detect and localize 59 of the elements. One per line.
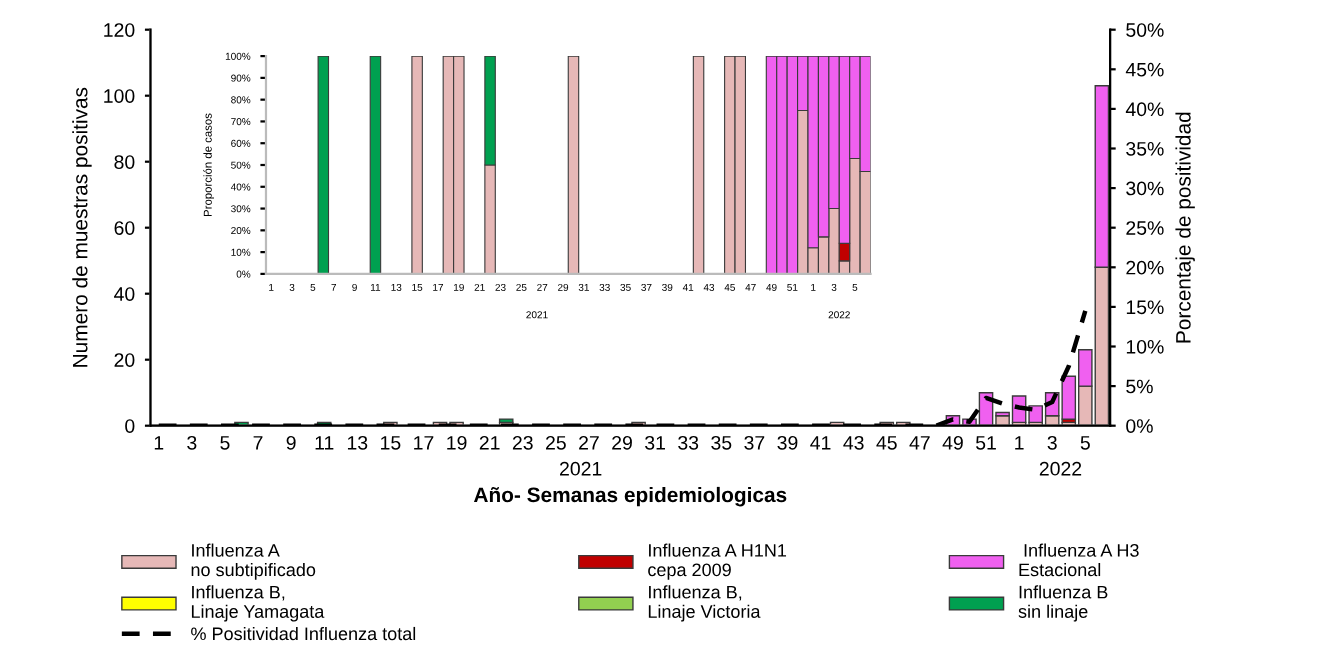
legend-label: Influenza B, Linaje Yamagata xyxy=(191,585,325,622)
x-tick-label: 3 xyxy=(187,435,197,450)
y2-tick-label: 30% xyxy=(1126,181,1164,196)
x-tick-label: 5 xyxy=(1080,436,1090,450)
y-tick-label: 60 xyxy=(114,221,135,235)
x-tick-label: 49 xyxy=(942,435,963,450)
x-tick-label: 23 xyxy=(512,435,533,450)
x-tick-label: 39 xyxy=(777,435,798,450)
x-tick-label: 47 xyxy=(909,436,930,450)
x-tick-label: 45 xyxy=(876,436,897,450)
y-tick-label: 80 xyxy=(114,155,135,169)
legend-label: % Positividad Influenza total xyxy=(191,626,416,641)
x-tick-label: 51 xyxy=(975,436,996,450)
y2-tick-label: 45% xyxy=(1125,62,1164,77)
legend-label: Influenza A H1N1 cepa 2009 xyxy=(648,543,787,580)
x-tick-label: 3 xyxy=(1047,435,1057,450)
x-tick-label: 17 xyxy=(414,436,434,450)
x-tick-label: 21 xyxy=(479,435,500,450)
x-axis-title: Año- Semanas epidemiologicas xyxy=(473,486,787,507)
x-tick-label: 35 xyxy=(711,435,732,450)
y-tick-label: 20 xyxy=(114,353,135,367)
x-tick-label: 15 xyxy=(381,436,401,450)
legend-label: Influenza B sin linaje xyxy=(1018,585,1108,622)
x-tick-label: 43 xyxy=(843,435,864,450)
x-tick-label: 25 xyxy=(546,435,566,450)
y-tick-label: 40 xyxy=(114,287,135,301)
x-tick-label: 27 xyxy=(579,435,599,450)
text: 2022 xyxy=(1039,461,1082,476)
x-tick-label: 29 xyxy=(612,435,632,450)
legend-label: Influenza A no subtipificado xyxy=(191,543,316,580)
y-axis-title: Numero de muestras positivas xyxy=(72,87,92,367)
y2-tick-label: 10% xyxy=(1126,339,1164,354)
y2-tick-label: 35% xyxy=(1126,141,1164,156)
x-tick-label: 37 xyxy=(744,435,765,450)
x-tick-label: 1 xyxy=(154,436,164,450)
y2-tick-label: 15% xyxy=(1126,300,1164,315)
x-tick-label: 5 xyxy=(220,436,230,450)
y2-tick-label: 20% xyxy=(1126,260,1164,275)
y-tick-label: 100 xyxy=(104,89,135,103)
x-tick-label: 11 xyxy=(315,436,334,450)
x-tick-label: 13 xyxy=(347,435,368,450)
y2-axis-title: Porcentaje de positividad xyxy=(1175,112,1195,343)
x-tick-label: 7 xyxy=(253,436,263,450)
y2-tick-label: 25% xyxy=(1126,221,1164,235)
x-tick-label: 19 xyxy=(447,435,467,450)
y-tick-label: 0 xyxy=(125,419,135,433)
y2-tick-label: 50% xyxy=(1126,23,1164,37)
legend-label: Influenza A H3 Estacional xyxy=(1019,543,1139,577)
y2-tick-label: 5% xyxy=(1126,379,1153,394)
x-tick-label: 9 xyxy=(286,435,296,450)
x-tick-label: 31 xyxy=(645,435,665,450)
y2-tick-label: 0% xyxy=(1126,419,1153,433)
legend-label: Influenza B, Linaje Victoria xyxy=(648,585,761,622)
y2-tick-label: 40% xyxy=(1125,102,1164,117)
x-tick-label: 1 xyxy=(1015,436,1024,450)
y-tick-label: 120 xyxy=(104,23,135,37)
x-tick-label: 41 xyxy=(810,436,831,450)
text: 2021 xyxy=(560,461,602,476)
x-tick-label: 33 xyxy=(678,435,699,450)
